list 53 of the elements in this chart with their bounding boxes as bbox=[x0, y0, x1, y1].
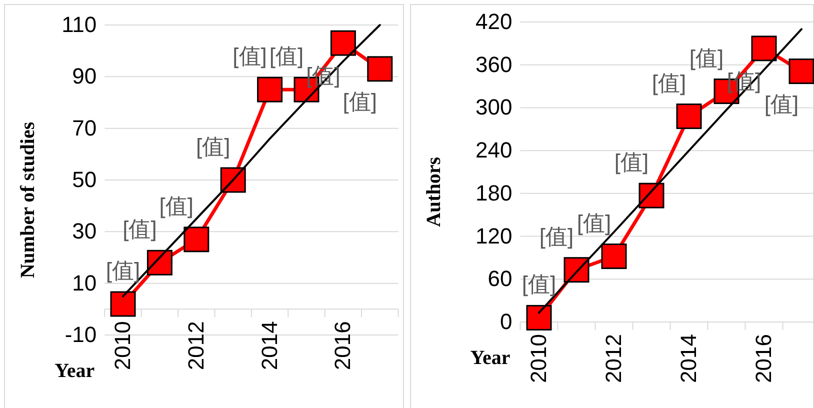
y-tick-label: -10 bbox=[64, 322, 97, 347]
data-label: [值] bbox=[576, 210, 612, 236]
y-axis-title: Authors bbox=[423, 156, 445, 228]
point bbox=[367, 56, 393, 82]
x-tick-label: 2014 bbox=[676, 334, 701, 383]
x-tick-label: 2016 bbox=[330, 321, 356, 370]
x-tick-label: 2016 bbox=[751, 334, 776, 383]
point bbox=[330, 30, 356, 56]
point bbox=[751, 36, 777, 62]
x-axis-title: Year bbox=[470, 347, 510, 369]
y-tick-label: 30 bbox=[72, 218, 97, 244]
y-tick-label: 10 bbox=[72, 270, 97, 296]
y-tick-label: 90 bbox=[72, 64, 97, 89]
data-label: [值] bbox=[232, 44, 267, 69]
point bbox=[676, 104, 702, 130]
point bbox=[526, 304, 552, 330]
point bbox=[257, 76, 283, 102]
point bbox=[110, 291, 136, 317]
x-tick-label: 2010 bbox=[526, 334, 551, 383]
x-axis-title: Year bbox=[54, 360, 95, 382]
data-label: [值] bbox=[652, 70, 686, 96]
data-label: [值] bbox=[122, 216, 157, 242]
data-label: [值] bbox=[196, 134, 230, 159]
y-tick-label: 50 bbox=[72, 167, 97, 192]
y-tick-label: 120 bbox=[476, 223, 512, 248]
data-label: [值] bbox=[269, 44, 304, 69]
data-label: [值] bbox=[159, 193, 194, 218]
y-tick-label: 60 bbox=[488, 266, 512, 292]
data-label: [值] bbox=[689, 45, 724, 70]
y-tick-label: 180 bbox=[476, 180, 512, 206]
point bbox=[638, 182, 664, 208]
y-tick-label: 300 bbox=[476, 94, 512, 120]
point bbox=[601, 244, 627, 270]
x-tick-label: 2012 bbox=[601, 334, 626, 383]
y-tick-label: 240 bbox=[476, 138, 512, 163]
y-tick-label: 360 bbox=[476, 52, 512, 77]
y-tick-label: 0 bbox=[500, 309, 512, 334]
data-label: [值] bbox=[522, 272, 556, 297]
x-tick-label: 2012 bbox=[183, 321, 208, 370]
y-tick-label: 420 bbox=[476, 9, 512, 34]
data-label: [值] bbox=[764, 91, 799, 116]
data-label: [值] bbox=[106, 258, 140, 283]
y-axis-title: Number of studies bbox=[17, 122, 39, 278]
data-label: [值] bbox=[342, 88, 378, 114]
data-label: [值] bbox=[614, 150, 649, 175]
y-tick-label: 70 bbox=[72, 115, 97, 140]
data-label: [值] bbox=[539, 224, 574, 249]
point bbox=[146, 250, 172, 276]
point bbox=[184, 226, 210, 252]
point bbox=[788, 58, 814, 84]
x-tick-label: 2010 bbox=[110, 321, 135, 370]
y-tick-label: 110 bbox=[62, 12, 97, 37]
x-tick-label: 2014 bbox=[256, 321, 282, 370]
